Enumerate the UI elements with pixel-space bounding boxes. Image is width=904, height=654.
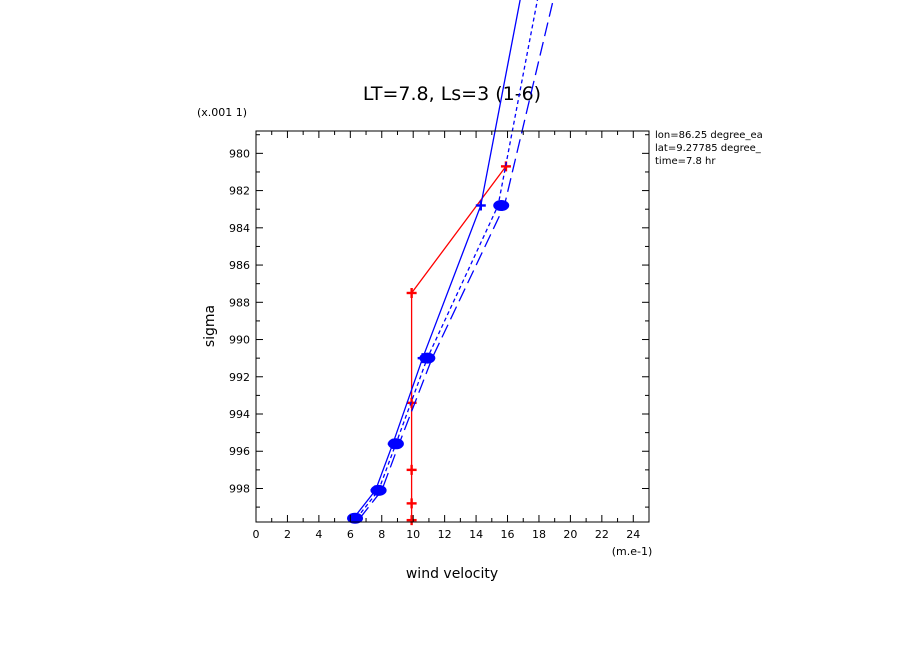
x-tick-label: 10 (406, 528, 420, 541)
y-tick-label: 984 (229, 222, 250, 235)
series-point (475, 200, 486, 211)
series-point (406, 515, 417, 526)
x-tick-label: 14 (469, 528, 483, 541)
cluster-marker (370, 484, 387, 496)
series-layer (347, 0, 554, 526)
axes-layer: 0 2 4 6 8 10 12 14 16 18 20 22 249809829849869889909… (229, 130, 650, 541)
x-tick-label: 24 (626, 528, 640, 541)
plot-frame (255, 130, 650, 523)
cluster-marker (493, 199, 510, 211)
x-tick-label: 4 (315, 528, 322, 541)
series-line-3 (356, 0, 539, 519)
x-tick-label: 2 (284, 528, 291, 541)
annotation-line: lat=9.27785 degree_ (655, 143, 762, 154)
cluster-marker (347, 512, 364, 524)
y-tick-label: 988 (229, 296, 250, 309)
annotation-block: lon=86.25 degree_ea lat=9.27785 degree_ti… (655, 130, 763, 167)
series-line-2 (352, 0, 521, 519)
x-tick-label: 0 (253, 528, 260, 541)
x-axis-label: wind velocity (406, 566, 498, 582)
x-tick-label: 18 (532, 528, 546, 541)
series-point (406, 287, 417, 298)
y-tick-label: 982 (229, 185, 250, 198)
cluster-marker (419, 352, 436, 364)
y-axis-label: sigma (202, 305, 218, 347)
x-tick-label: 16 (501, 528, 515, 541)
y-tick-label: 980 (229, 147, 250, 160)
y-tick-label: 992 (229, 371, 250, 384)
y-tick-label: 994 (229, 408, 250, 421)
series-point (406, 498, 417, 509)
chart-title: LT=7.8, Ls=3 (1-6) (363, 83, 541, 105)
x-tick-label: 8 (378, 528, 385, 541)
x-unit-label: (m.e-1) (612, 545, 653, 558)
x-tick-label: 12 (438, 528, 452, 541)
y-tick-label: 986 (229, 259, 250, 272)
x-tick-label: 20 (563, 528, 577, 541)
annotation-line: lon=86.25 degree_ea (655, 130, 763, 141)
cluster-marker (387, 438, 404, 450)
y-tick-label: 990 (229, 334, 250, 347)
y-tick-label: 996 (229, 445, 250, 458)
x-tick-label: 22 (595, 528, 609, 541)
x-tick-label: 6 (347, 528, 354, 541)
series-point (406, 464, 417, 475)
y-unit-label: (x.001 1) (197, 106, 247, 119)
annotation-line: time=7.8 hr (655, 156, 716, 167)
y-tick-label: 998 (229, 482, 250, 495)
